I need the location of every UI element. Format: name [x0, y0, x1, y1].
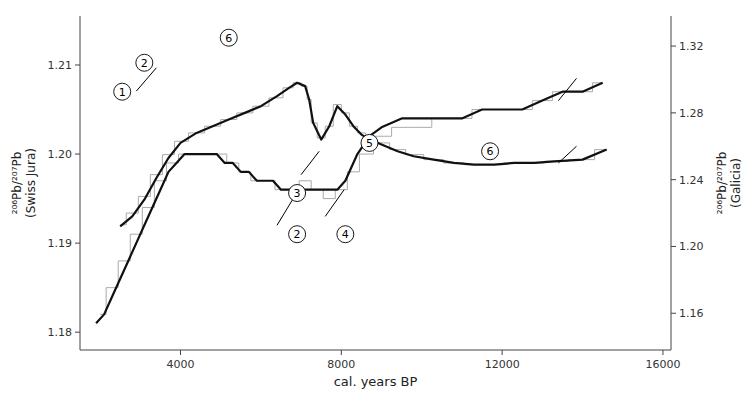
y-tick	[75, 332, 80, 333]
y-tick	[75, 243, 80, 244]
annotation-label: 4	[342, 228, 349, 241]
annotation-circle	[289, 185, 306, 202]
x-axis-label: cal. years BP	[334, 374, 418, 389]
x-tick	[180, 350, 181, 355]
y2-axis-label-line: (Galicia)	[729, 158, 743, 208]
annotation-label: 6	[487, 145, 494, 158]
y-axis-label-line: ²⁰⁶Pb/²⁰⁷Pb	[10, 152, 24, 215]
annotation-label: 6	[225, 32, 232, 45]
chart-svg: 4000 8000 12000 16000 1.18 1.19 1.20 1.21 1.16 1.…	[0, 0, 751, 396]
plot-area	[96, 68, 607, 324]
y2-tick-label: 1.28	[679, 107, 704, 120]
annotation-label: 5	[366, 137, 373, 150]
x-tick-label: 4000	[167, 358, 195, 371]
y2-tick	[671, 46, 676, 47]
annotation-label: 3	[294, 187, 301, 200]
slash	[325, 190, 344, 217]
y2-tick-label: 1.32	[679, 40, 704, 53]
slash	[301, 151, 319, 174]
y-tick-label: 1.19	[48, 237, 73, 250]
y2-axis-label: ²⁰⁶Pb/²⁰⁷Pb(Galicia)	[715, 152, 743, 215]
annotation-label: 2	[294, 228, 301, 241]
x-axis-line	[80, 350, 671, 351]
annotations: 2 6 3 5 6 1 2 4	[114, 29, 499, 243]
step-line	[100, 83, 603, 315]
y2-tick	[671, 112, 676, 113]
y-tick-label: 1.20	[48, 148, 73, 161]
annotation-circle	[289, 226, 306, 243]
y2-tick	[671, 313, 676, 314]
x-tick	[502, 350, 503, 355]
y-tick-label: 1.21	[48, 59, 73, 72]
y2-tick	[671, 246, 676, 247]
annotation-circle	[337, 226, 354, 243]
y2-tick	[671, 179, 676, 180]
annotation-label: 1	[119, 86, 126, 99]
slash	[558, 146, 576, 163]
annotation-circle	[361, 134, 378, 151]
x-tick-label: 16000	[645, 358, 680, 371]
annotation-circle	[136, 54, 153, 71]
y2-tick-label: 1.20	[679, 240, 704, 253]
annotation-circle	[114, 83, 131, 100]
x-tick	[341, 350, 342, 355]
y2-axis-label-line: ²⁰⁶Pb/²⁰⁷Pb	[715, 152, 729, 215]
y-tick	[75, 154, 80, 155]
chart-container: 4000 8000 12000 16000 1.18 1.19 1.20 1.21 1.16 1.…	[0, 0, 751, 396]
y2-tick-label: 1.16	[679, 307, 704, 320]
y-tick-label: 1.18	[48, 326, 73, 339]
y-axis-label-line: (Swiss Jura)	[24, 148, 38, 218]
slash	[558, 78, 576, 100]
y-tick	[75, 64, 80, 65]
y2-axis-line	[671, 16, 672, 350]
annotation-circle	[220, 29, 237, 46]
x-tick-label: 8000	[327, 358, 355, 371]
y2-tick-label: 1.24	[679, 174, 704, 187]
y-axis-label: ²⁰⁶Pb/²⁰⁷Pb(Swiss Jura)	[10, 148, 38, 218]
step-line	[120, 83, 606, 225]
y-axis-line	[80, 16, 81, 350]
annotation-circle	[482, 143, 499, 160]
x-tick	[662, 350, 663, 355]
annotation-label: 2	[141, 57, 148, 70]
x-tick-label: 12000	[485, 358, 520, 371]
smooth-line	[120, 83, 606, 227]
